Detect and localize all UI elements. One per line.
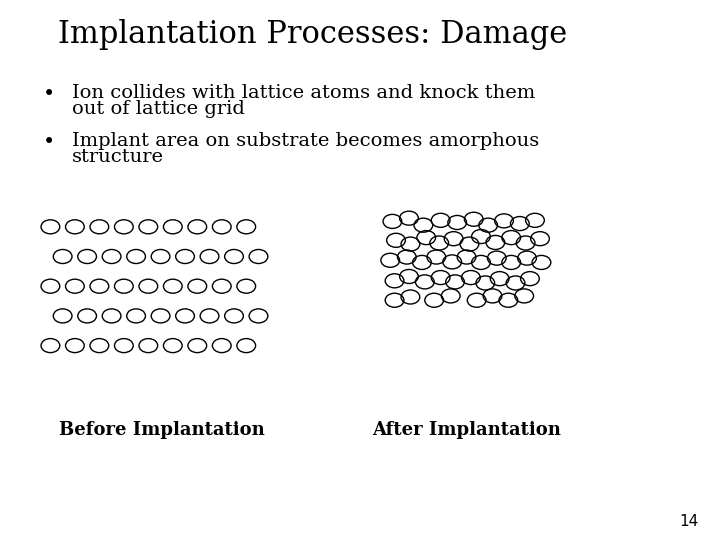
Text: Before Implantation: Before Implantation	[59, 421, 265, 439]
Text: •: •	[43, 84, 55, 104]
Text: Implantation Processes: Damage: Implantation Processes: Damage	[58, 19, 567, 50]
Text: structure: structure	[72, 148, 164, 166]
Text: After Implantation: After Implantation	[372, 421, 561, 439]
Text: out of lattice grid: out of lattice grid	[72, 100, 245, 118]
Text: Implant area on substrate becomes amorphous: Implant area on substrate becomes amorph…	[72, 132, 539, 150]
Text: Ion collides with lattice atoms and knock them: Ion collides with lattice atoms and knoc…	[72, 84, 535, 102]
Text: 14: 14	[679, 514, 698, 529]
Text: •: •	[43, 132, 55, 152]
